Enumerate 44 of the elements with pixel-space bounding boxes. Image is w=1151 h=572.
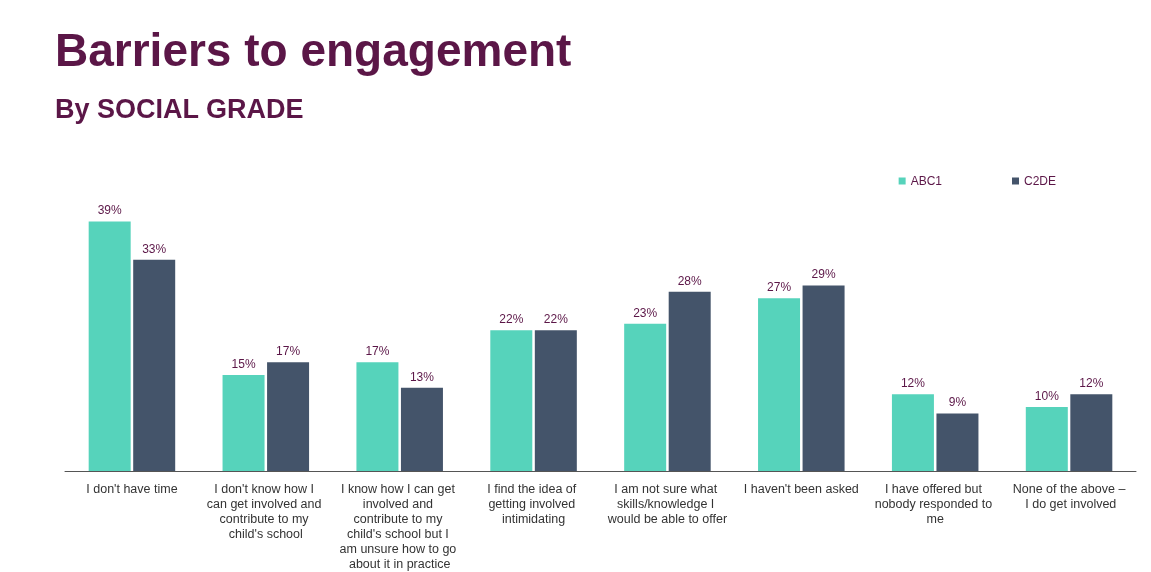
data-label: 12% <box>1079 376 1104 391</box>
data-label: 22% <box>499 312 524 327</box>
x-tick-label: I am not sure what skills/knowledge I would be able to offer <box>606 481 728 526</box>
bar <box>1070 394 1113 471</box>
data-label: 27% <box>767 280 792 295</box>
data-label: 29% <box>811 267 836 282</box>
x-tick-label: None of the above – I do get involved <box>1012 481 1126 511</box>
data-label: 23% <box>633 305 658 320</box>
x-tick-label: I find the idea of getting involved intimidating <box>487 481 580 526</box>
data-label: 17% <box>365 344 390 359</box>
bar <box>936 413 979 471</box>
bar <box>758 298 801 471</box>
data-label: 22% <box>543 312 569 327</box>
x-tick-label: I have offered but nobody responded to me <box>874 481 996 526</box>
data-label: 13% <box>409 369 435 384</box>
data-label: 39% <box>97 203 123 218</box>
bar <box>490 330 533 471</box>
data-label: 28% <box>677 273 703 288</box>
data-label: 12% <box>900 376 926 391</box>
bar <box>222 375 265 471</box>
legend-label: C2DE <box>1023 174 1057 188</box>
bar <box>88 221 131 471</box>
data-label: 10% <box>1034 389 1060 403</box>
bar <box>133 259 176 471</box>
bar <box>356 362 399 471</box>
data-label: 33% <box>142 241 167 256</box>
bar <box>802 285 845 471</box>
bar <box>1025 407 1068 471</box>
legend-label: ABC1 <box>910 174 943 188</box>
bar <box>624 323 667 471</box>
data-label: 15% <box>231 357 256 371</box>
data-label: 9% <box>948 395 967 410</box>
data-label: 17% <box>276 344 301 359</box>
x-tick-label: I know how I can get involved and contribute to my child's school but I am unsure how to go about it in practice <box>339 481 460 571</box>
chart-subtitle: By SOCIAL GRADE <box>55 93 304 124</box>
bar <box>891 394 934 471</box>
x-tick-label: I haven't been asked <box>743 481 859 496</box>
bar <box>267 362 310 471</box>
x-tick-label: I don't have time <box>86 481 178 496</box>
bar <box>534 330 577 471</box>
bar <box>668 291 711 471</box>
chart-title: Barriers to engagement <box>55 24 572 76</box>
x-tick-label: I don't know how I can get involved and contribute to my child's school <box>206 481 325 541</box>
bar <box>400 387 443 471</box>
